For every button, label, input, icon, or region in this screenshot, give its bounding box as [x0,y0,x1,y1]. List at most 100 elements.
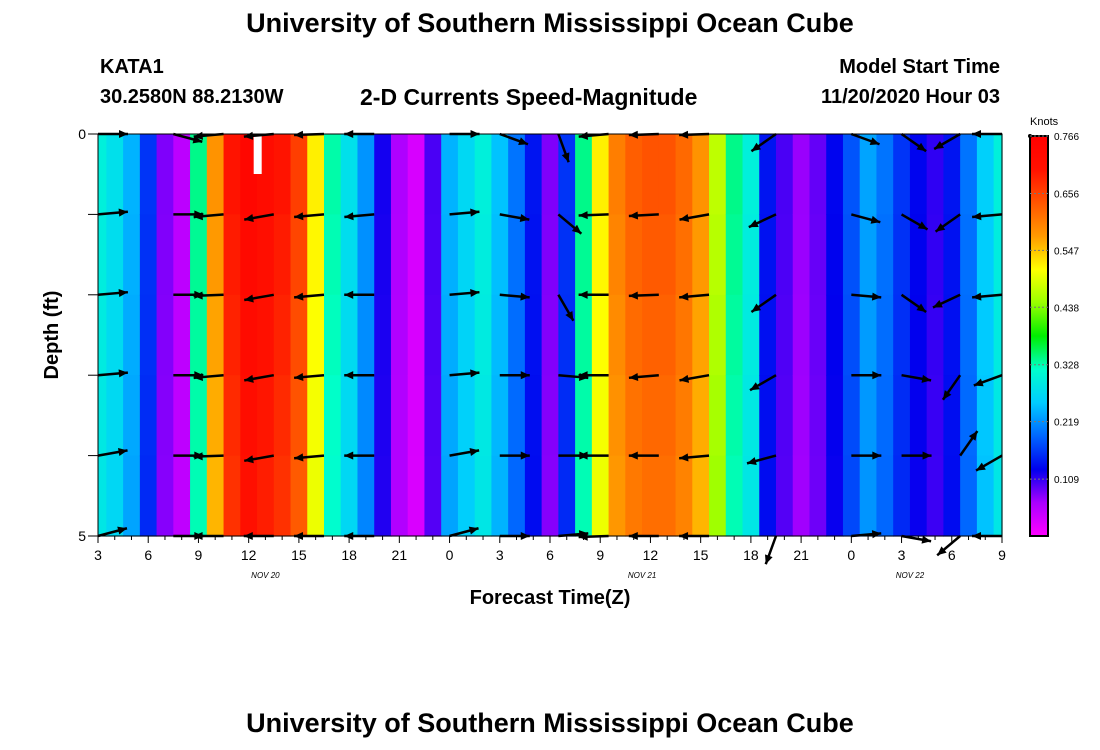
current-vector [975,454,1003,472]
heatmap-cell [909,375,928,457]
vector-head [294,130,304,139]
heatmap-cell [139,134,158,215]
colorbar-title: Knots [1030,116,1059,128]
heatmap-cell [826,134,844,215]
heatmap-cell [123,294,141,376]
heatmap-cell [876,214,894,296]
heatmap-cell [960,214,978,296]
vector-head [628,451,638,460]
date-label: NOV 22 [896,571,925,580]
heatmap-cell [859,375,878,457]
heatmap-cell [809,375,827,457]
heatmap-cell [139,214,158,296]
heatmap-cell [893,214,911,296]
heatmap-cell [842,455,861,537]
heatmap-cell [123,455,141,537]
vector-head [118,288,128,297]
heatmap-cell [976,455,995,537]
heatmap-cell [524,294,543,376]
heatmap-cell [993,294,1003,376]
heatmap-cells [98,134,1003,537]
heatmap-cell [390,455,409,537]
heatmap-cell [273,294,292,376]
colorbar-tick-label: 0.656 [1054,189,1079,200]
heatmap-cell [926,375,945,457]
heatmap-cell [324,455,342,537]
vector-head [578,451,588,460]
current-vector [749,374,777,392]
heatmap-cell [357,375,375,457]
heatmap-cell [541,294,559,376]
vector-head [294,212,304,221]
heatmap-cell [240,455,258,537]
vector-head [561,152,570,163]
vector-head [470,369,480,378]
heatmap-cell [826,455,844,537]
vector-head [921,374,932,383]
heatmap-cell [675,294,693,376]
vector-head [916,142,927,152]
vector-head [344,212,354,221]
heatmap-cell [993,214,1003,296]
heatmap-cell [909,294,928,376]
model-start-value: 11/20/2020 Hour 03 [820,86,1000,108]
heatmap-cell [642,294,660,376]
heatmap-cell [591,455,610,537]
heatmap-cell [876,375,894,457]
vector-head [520,371,530,380]
current-vector [900,213,929,231]
heatmap-cell [491,294,509,376]
colorbar-tick-label: 0.328 [1054,361,1079,372]
heatmap-cell [575,214,593,296]
axes: 3 6 9 12 15 18 21 0 3 6 9 12 15 18 21 0 3 6 9 NOV 20 NOV 21 N… [78,126,1006,580]
x-tick-label: 12 [643,547,659,563]
vector-head [344,451,354,460]
heatmap-cell [943,455,961,537]
current-vector [449,526,479,538]
vector-head [520,451,530,460]
current-vector [972,292,1003,301]
heatmap-cell [340,455,359,537]
current-vector [851,530,882,539]
current-vector [578,211,609,220]
x-tick-label: 18 [743,547,759,563]
heatmap-cell [575,294,593,376]
heatmap-cell [139,455,158,537]
heatmap-cell [190,455,208,537]
vector-head [679,130,689,139]
heatmap-cell [290,134,308,215]
heatmap-cell [474,134,493,215]
current-vector [900,132,927,153]
current-vector [557,133,570,163]
heatmap-cell [374,214,392,296]
heatmap-cell [591,214,610,296]
heatmap-cell [759,134,777,215]
heatmap-cell [223,134,241,215]
heatmap-cell [524,375,543,457]
vector-head [469,447,480,456]
vector-head [765,554,773,565]
heatmap-cell [257,214,275,296]
x-tick-label: 3 [94,547,102,563]
heatmap-cell [156,214,174,296]
station-id: KATA1 [100,56,164,78]
vector-head [932,300,943,308]
heatmap-cell [993,455,1003,537]
heatmap-cell [759,455,777,537]
heatmap-cell [307,214,325,296]
heatmap-cell [257,455,275,537]
current-vector [244,293,274,303]
heatmap-cell [491,134,509,215]
current-vector [557,294,575,322]
heatmap-cell [625,455,643,537]
heatmap-cell [424,134,442,215]
current-vector [851,292,882,301]
heatmap-cell [173,214,191,296]
current-vector [449,447,480,457]
colorbar-tick-label: 0.219 [1054,418,1079,429]
heatmap-cell [307,134,325,215]
vector-head [117,526,127,535]
current-vector [193,212,224,221]
colorbar-tick-label: 0.547 [1054,246,1079,257]
current-vector [748,213,777,229]
